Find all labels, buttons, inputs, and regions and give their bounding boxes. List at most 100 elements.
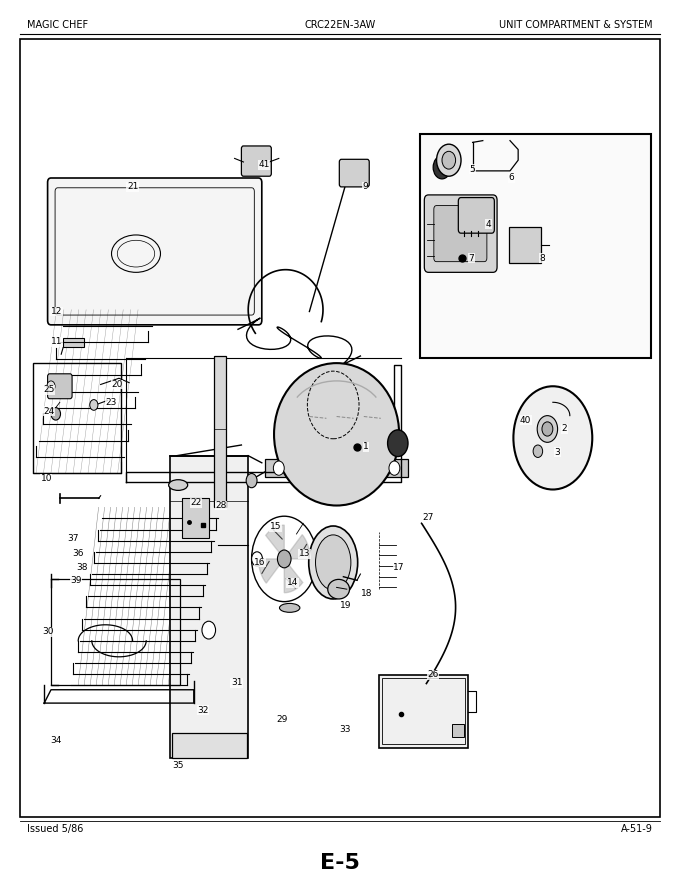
Text: 24: 24 [44,407,54,416]
Circle shape [537,416,558,442]
Text: 14: 14 [287,578,298,587]
Text: 7: 7 [469,254,474,263]
Text: E-5: E-5 [320,854,360,873]
Text: MAGIC CHEF: MAGIC CHEF [27,20,88,30]
Bar [63,338,84,347]
Text: 29: 29 [277,715,288,724]
Bar [452,724,464,737]
Circle shape [388,430,408,457]
Text: 36: 36 [73,549,84,558]
Bar [214,356,226,507]
Text: 10: 10 [41,474,52,483]
Circle shape [433,156,451,179]
FancyBboxPatch shape [424,195,497,272]
Text: 32: 32 [197,706,208,715]
Bar [20,39,660,817]
FancyBboxPatch shape [172,733,247,758]
Polygon shape [284,559,303,593]
Text: 15: 15 [270,522,281,531]
Text: 4: 4 [486,220,491,229]
Bar [33,363,121,473]
Text: 16: 16 [254,558,265,567]
Bar [182,498,209,538]
Text: 37: 37 [68,534,79,543]
Circle shape [277,550,291,568]
FancyBboxPatch shape [458,198,494,233]
Circle shape [51,408,61,420]
Text: 8: 8 [540,254,545,263]
FancyBboxPatch shape [339,159,369,187]
Ellipse shape [279,603,300,612]
Text: 30: 30 [42,627,53,636]
Circle shape [273,461,284,475]
Text: CRC22EN-3AW: CRC22EN-3AW [305,20,375,30]
Text: 17: 17 [394,563,405,572]
Text: 2: 2 [562,425,567,433]
Text: 26: 26 [428,670,439,679]
Text: 22: 22 [190,498,201,507]
Text: 41: 41 [258,160,269,169]
Ellipse shape [328,579,350,599]
FancyArrowPatch shape [273,530,282,539]
Circle shape [533,445,543,457]
Text: 27: 27 [423,514,434,522]
Text: 21: 21 [127,182,138,191]
Polygon shape [266,525,284,559]
Bar [379,675,468,748]
Text: 12: 12 [51,307,62,316]
Text: 11: 11 [51,337,62,346]
FancyBboxPatch shape [48,374,72,399]
Text: 5: 5 [470,165,475,174]
Bar [509,227,541,263]
Bar [170,456,248,758]
Circle shape [442,151,456,169]
Ellipse shape [274,363,399,506]
Text: UNIT COMPARTMENT & SYSTEM: UNIT COMPARTMENT & SYSTEM [499,20,653,30]
Text: 33: 33 [340,725,351,734]
Circle shape [542,422,553,436]
Circle shape [246,473,257,488]
Circle shape [389,461,400,475]
Text: 31: 31 [231,678,242,687]
Text: 18: 18 [362,589,373,598]
Circle shape [252,516,317,602]
Text: 6: 6 [509,174,514,182]
Circle shape [513,386,592,490]
Circle shape [437,144,461,176]
FancyArrowPatch shape [262,562,269,574]
Text: 3: 3 [555,448,560,457]
FancyBboxPatch shape [241,146,271,176]
Polygon shape [258,559,284,583]
Text: 13: 13 [299,549,310,558]
Text: 40: 40 [520,416,531,425]
Circle shape [47,381,55,392]
Text: 20: 20 [112,380,122,389]
Circle shape [252,552,262,566]
Ellipse shape [169,480,188,490]
Text: 39: 39 [71,576,82,585]
Text: 38: 38 [76,563,87,572]
Circle shape [90,400,98,410]
Ellipse shape [309,526,358,599]
FancyBboxPatch shape [434,206,487,262]
Text: 35: 35 [173,761,184,770]
Text: 25: 25 [44,385,54,394]
FancyArrowPatch shape [299,544,307,556]
Text: 23: 23 [105,398,116,407]
Text: 19: 19 [340,601,351,610]
Text: Issued 5/86: Issued 5/86 [27,824,84,835]
Text: 34: 34 [51,736,62,745]
Polygon shape [284,535,310,559]
Bar [265,459,408,477]
FancyArrowPatch shape [286,578,295,588]
Text: 28: 28 [216,501,226,510]
Text: 9: 9 [362,182,368,191]
Text: A-51-9: A-51-9 [621,824,653,835]
Bar [382,678,465,744]
Circle shape [202,621,216,639]
Bar [420,134,651,358]
FancyBboxPatch shape [48,178,262,325]
Bar [51,578,180,685]
Text: 1: 1 [363,442,369,451]
Ellipse shape [316,535,351,590]
